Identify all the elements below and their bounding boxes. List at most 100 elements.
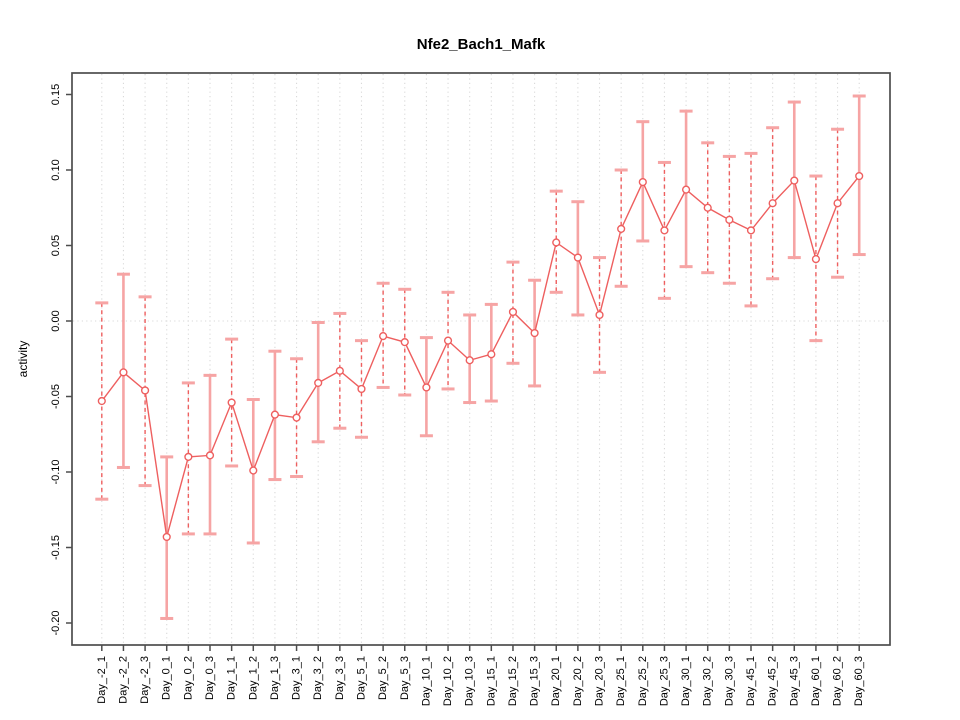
x-tick-label: Day_3_3 bbox=[334, 656, 346, 700]
error-bar bbox=[333, 311, 347, 430]
x-tick-label: Day_0_1 bbox=[161, 656, 173, 700]
x-tick-label: Day_5_2 bbox=[377, 656, 389, 700]
x-tick-label: Day_25_3 bbox=[658, 656, 670, 706]
data-point bbox=[379, 332, 388, 341]
data-point bbox=[530, 328, 539, 338]
data-point bbox=[400, 338, 409, 347]
data-point bbox=[314, 378, 323, 388]
data-point bbox=[552, 238, 561, 247]
x-tick-label: Day_60_1 bbox=[810, 656, 822, 706]
grid-layer bbox=[73, 74, 889, 644]
axis-layer: 0.15 0.10 0.05 0.00 -0.05 -0.10 -0.15 -0.20 Day_… bbox=[50, 72, 891, 706]
error-bar bbox=[138, 295, 152, 488]
data-point bbox=[681, 185, 691, 194]
series-line bbox=[101, 175, 860, 538]
data-point bbox=[768, 199, 777, 208]
data-point bbox=[660, 226, 669, 235]
data-point bbox=[270, 410, 280, 419]
error-bar bbox=[722, 154, 736, 285]
data-point bbox=[595, 310, 604, 320]
error-bar bbox=[506, 260, 520, 365]
x-tick-label: Day_3_2 bbox=[312, 656, 324, 700]
data-point bbox=[487, 350, 496, 359]
chart-title: Nfe2_Bach1_Mafk bbox=[417, 36, 546, 53]
x-tick-label: Day_15_3 bbox=[529, 656, 541, 706]
data-point bbox=[638, 177, 647, 187]
data-point bbox=[833, 199, 842, 208]
x-tick-label: Day_0_2 bbox=[182, 656, 194, 700]
data-point bbox=[703, 203, 712, 212]
data-point bbox=[746, 226, 756, 235]
data-point bbox=[162, 532, 171, 542]
x-tick-label: Day_30_3 bbox=[723, 656, 735, 706]
y-tick-label: 0.00 bbox=[50, 310, 62, 331]
x-tick-label: Day_10_1 bbox=[420, 656, 432, 706]
error-bar bbox=[290, 357, 304, 479]
x-tick-label: Day_10_2 bbox=[442, 656, 454, 706]
x-tick-label: Day_0_3 bbox=[204, 656, 216, 700]
error-bar bbox=[701, 141, 715, 275]
x-tick-label: Day_60_3 bbox=[853, 656, 865, 706]
data-point bbox=[140, 386, 150, 395]
x-tick-label: Day_3_1 bbox=[291, 656, 303, 700]
data-point bbox=[811, 254, 821, 264]
x-tick-label: Day_5_3 bbox=[399, 656, 411, 700]
y-axis-label: activity bbox=[16, 341, 30, 378]
y-tick-label: -0.15 bbox=[50, 535, 62, 560]
y-tick-label: 0.05 bbox=[50, 235, 62, 256]
y-tick-label: -0.20 bbox=[50, 610, 62, 635]
data-point bbox=[573, 253, 582, 262]
x-tick-label: Day_25_2 bbox=[637, 656, 649, 706]
x-tick-label: Day_20_3 bbox=[594, 656, 606, 706]
plot-border bbox=[71, 72, 891, 646]
error-bar bbox=[831, 127, 845, 279]
data-point bbox=[465, 356, 474, 365]
data-point bbox=[357, 384, 366, 394]
data-point bbox=[422, 383, 431, 392]
data-point bbox=[855, 171, 864, 181]
y-tick-label: -0.10 bbox=[50, 459, 62, 484]
x-tick-label: Day_15_2 bbox=[507, 656, 519, 706]
x-tick-label: Day_1_3 bbox=[269, 656, 281, 700]
data-point bbox=[184, 452, 193, 462]
x-tick-label: Day_45_3 bbox=[788, 656, 800, 706]
y-tick-label: 0.10 bbox=[50, 159, 62, 180]
data-point bbox=[292, 413, 301, 422]
data-point bbox=[617, 224, 626, 233]
x-tick-label: Day_-2_1 bbox=[96, 656, 108, 704]
x-tick-label: Day_1_1 bbox=[226, 656, 238, 700]
error-bar bbox=[549, 189, 563, 294]
x-tick-label: Day_-2_3 bbox=[139, 656, 151, 704]
x-tick-label: Day_5_1 bbox=[355, 656, 367, 700]
data-layer bbox=[95, 94, 866, 620]
data-point bbox=[249, 466, 258, 475]
x-tick-label: Day_20_2 bbox=[572, 656, 584, 706]
data-point bbox=[790, 176, 799, 185]
x-tick-label: Day_-2_2 bbox=[117, 656, 129, 704]
x-tick-label: Day_25_1 bbox=[615, 656, 627, 706]
x-tick-label: Day_10_3 bbox=[464, 656, 476, 706]
x-tick-label: Day_20_1 bbox=[550, 656, 562, 706]
data-point bbox=[725, 215, 734, 224]
data-point bbox=[443, 336, 453, 345]
x-tick-label: Day_60_2 bbox=[832, 656, 844, 706]
data-point bbox=[227, 398, 236, 407]
data-point bbox=[119, 368, 128, 377]
x-tick-label: Day_30_2 bbox=[702, 656, 714, 706]
x-tick-label: Day_45_1 bbox=[745, 656, 757, 706]
data-point bbox=[97, 396, 106, 406]
data-point bbox=[508, 307, 518, 317]
x-tick-label: Day_45_2 bbox=[767, 656, 779, 706]
y-tick-label: 0.15 bbox=[50, 84, 62, 105]
x-tick-label: Day_30_1 bbox=[680, 656, 692, 706]
error-bar bbox=[614, 168, 628, 288]
error-bar bbox=[593, 256, 607, 374]
error-bar bbox=[225, 337, 239, 468]
x-tick-label: Day_15_1 bbox=[485, 656, 497, 706]
y-tick-label: -0.05 bbox=[50, 384, 62, 409]
data-point bbox=[205, 451, 215, 460]
x-tick-label: Day_1_2 bbox=[247, 656, 259, 700]
data-point bbox=[335, 366, 344, 375]
